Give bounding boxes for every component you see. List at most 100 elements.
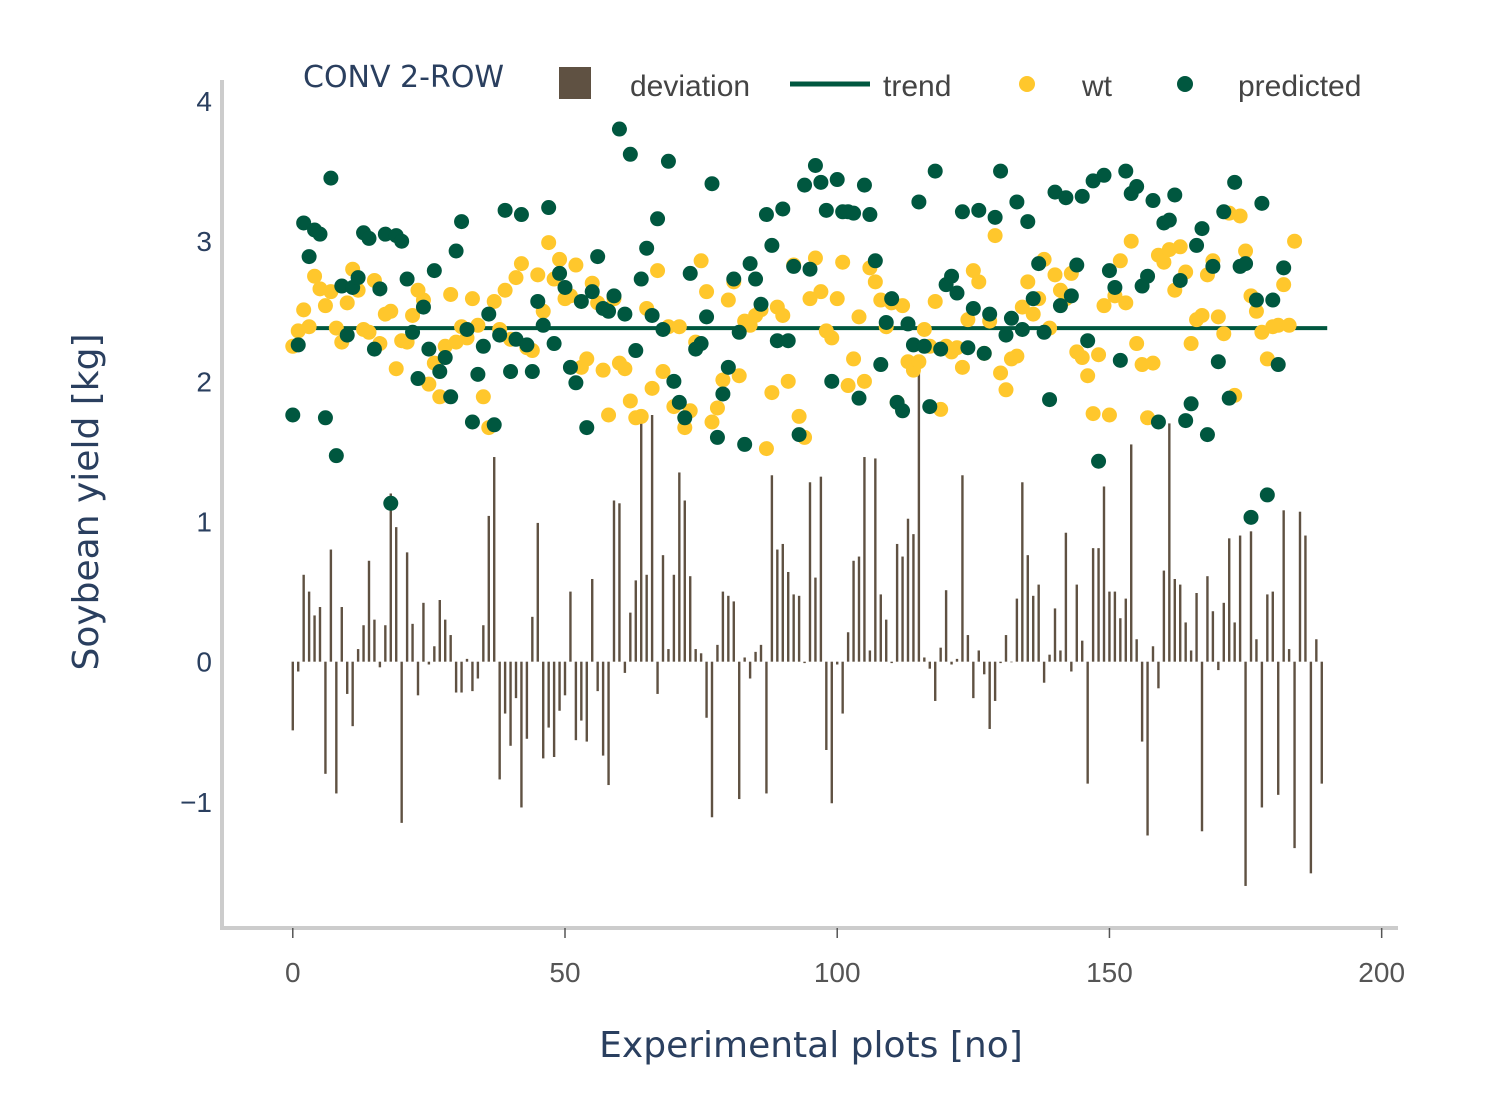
wt-point (993, 365, 1009, 381)
deviation-bar (1309, 661, 1313, 874)
predicted-point (1140, 268, 1156, 284)
deviation-bar (917, 371, 921, 662)
deviation-bar (460, 661, 463, 693)
deviation-bar (640, 417, 643, 662)
deviation-bar (552, 661, 556, 757)
predicted-point (1091, 453, 1107, 469)
predicted-point (1227, 174, 1243, 190)
predicted-point (459, 321, 475, 337)
predicted-point (475, 338, 491, 354)
wt-point (916, 321, 932, 337)
predicted-point (633, 271, 649, 287)
predicted-point (954, 204, 970, 220)
predicted-point (524, 364, 540, 380)
wt-point (513, 256, 529, 272)
deviation-bar (291, 661, 294, 731)
wt-point (775, 307, 791, 323)
wt-point (998, 382, 1014, 398)
predicted-point (421, 341, 437, 357)
predicted-point (492, 327, 508, 343)
predicted-point (486, 417, 502, 433)
deviation-bar (1004, 635, 1008, 662)
deviation-bar (471, 661, 474, 692)
predicted-point (1129, 179, 1145, 195)
predicted-point (290, 337, 306, 353)
predicted-point (884, 291, 900, 307)
predicted-point (1270, 357, 1286, 373)
wt-point (1074, 350, 1090, 366)
legend-label-predicted: predicted (1238, 70, 1361, 103)
wt-point (301, 319, 317, 335)
wt-point (1281, 317, 1297, 333)
wt-point (1287, 233, 1303, 249)
ticks: 0 50 100 150 200 −1 0 1 2 3 4 (180, 86, 1405, 988)
predicted-point (671, 394, 687, 410)
predicted-point (818, 202, 834, 218)
deviation-bar (454, 661, 458, 693)
predicted-point (443, 389, 459, 405)
wt-point (856, 373, 872, 389)
deviation-bar (400, 661, 403, 823)
wt-point (987, 228, 1003, 244)
deviation-bar (885, 619, 888, 662)
predicted-point (1194, 221, 1210, 237)
deviation-bar (585, 661, 588, 742)
predicted-point (394, 233, 410, 249)
predicted-point (1259, 487, 1275, 503)
wt-point (895, 298, 911, 314)
wt-point (949, 340, 965, 356)
wt-point (1238, 243, 1254, 259)
predicted-point (535, 317, 551, 333)
predicted-point (334, 278, 350, 294)
deviation-bar (1189, 650, 1193, 662)
wt-point (317, 298, 333, 314)
y-tick-label: 2 (196, 366, 212, 397)
predicted-point (1243, 509, 1259, 525)
predicted-point (927, 163, 943, 179)
predicted-point (372, 281, 388, 297)
deviation-bar (1238, 535, 1242, 662)
deviation-bar (1157, 661, 1160, 689)
deviation-bar (389, 493, 392, 662)
deviation-bar (955, 658, 959, 662)
deviation-bar (1320, 661, 1323, 784)
legend-label-trend: trend (883, 70, 951, 103)
wt-point (927, 293, 943, 309)
wt-point (791, 408, 807, 424)
deviation-bar (558, 661, 561, 711)
legend: CONV 2-ROW deviation trend wt predicted (303, 60, 1361, 103)
deviation-bar (607, 661, 610, 786)
predicted-point (715, 386, 731, 402)
deviation-bar (1108, 591, 1111, 662)
predicted-point (301, 249, 317, 265)
deviation-bar (629, 612, 632, 662)
predicted-point (377, 226, 393, 242)
deviation-bar (411, 623, 414, 662)
deviation-bar (1179, 584, 1182, 662)
deviation-bar (705, 661, 708, 718)
predicted-point (328, 448, 344, 464)
deviation-bar (999, 661, 1002, 664)
predicted-point (530, 293, 546, 309)
predicted-point (982, 306, 998, 322)
wt-point (1020, 274, 1036, 290)
predicted-point (541, 200, 557, 216)
predicted-point (851, 390, 867, 406)
deviation-bar (759, 644, 763, 662)
deviation-bar (563, 661, 567, 696)
wt-point (633, 408, 649, 424)
wt-point (1183, 336, 1199, 352)
predicted-point (802, 261, 818, 277)
predicted-point (644, 307, 660, 323)
deviation-bar (1293, 661, 1296, 849)
deviation-bar (1113, 591, 1117, 662)
deviation-bar (1059, 650, 1062, 662)
deviation-bar (1195, 593, 1198, 662)
wt-point (296, 302, 312, 318)
deviation-bar (1282, 510, 1285, 662)
deviation-bar (1200, 661, 1204, 832)
deviation-bar (531, 616, 534, 662)
wt-point (486, 293, 502, 309)
deviation-bar (574, 661, 578, 741)
deviation-bar (313, 615, 316, 662)
